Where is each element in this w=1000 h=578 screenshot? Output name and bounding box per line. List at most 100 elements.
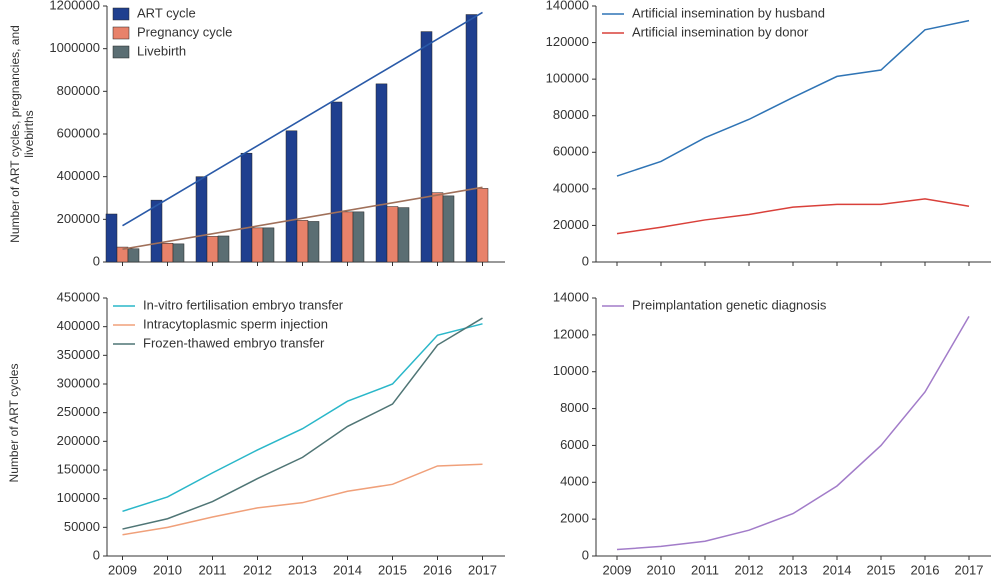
y-tick-label: 450000 [57,289,100,304]
y-tick-label: 60000 [553,144,589,159]
bar [195,176,208,263]
bar [240,152,253,263]
y-tick-label: 100000 [57,490,100,505]
trend-line [122,186,483,250]
trend-line [122,11,483,227]
bar [341,211,354,263]
x-tick-label: 2011 [199,562,227,577]
x-tick-label: 2015 [867,562,896,577]
bar [431,192,444,263]
x-tick-label: 2014 [823,562,852,577]
y-tick-label: 0 [93,253,100,268]
y-tick-label: 140000 [546,0,589,12]
bar [285,130,298,263]
y-tick-label: 80000 [553,107,589,122]
bar [330,101,343,263]
y-tick-label: 300000 [57,375,100,390]
y-tick-label: 150000 [57,461,100,476]
x-tick-label: 2015 [378,562,407,577]
bar [172,243,185,263]
y-tick-label: 14000 [553,289,589,304]
legend-swatch [112,45,130,59]
bar [476,188,489,263]
line [122,463,483,536]
y-tick-label: 100000 [546,71,589,86]
line [616,198,970,235]
line [122,323,483,512]
y-tick-label: 600000 [57,125,100,140]
legend-label: Frozen-thawed embryo transfer [143,335,325,350]
legend-label: Artificial insemination by husband [632,5,825,20]
y-tick-label: 800000 [57,83,100,98]
x-tick-label: 2012 [243,562,272,577]
y-tick-label: 250000 [57,404,100,419]
x-tick-label: 2016 [423,562,452,577]
y-tick-label: 0 [582,547,589,562]
bar [105,213,118,263]
x-tick-label: 2017 [468,562,497,577]
y-axis-label: Number of ART cycles, pregnancies, and l… [8,25,36,243]
y-tick-label: 4000 [560,474,589,489]
bar [127,248,140,263]
y-tick-label: 40000 [553,180,589,195]
y-tick-label: 400000 [57,168,100,183]
legend-swatch [112,26,130,40]
y-tick-label: 8000 [560,400,589,415]
bar [397,207,410,263]
bar [217,235,230,263]
bar [386,206,399,263]
y-tick-label: 0 [93,547,100,562]
legend-label: Intracytoplasmic sperm injection [143,316,328,331]
y-tick-label: 12000 [553,326,589,341]
line [616,316,970,551]
bar [262,227,275,263]
legend-label: In-vitro fertilisation embryo transfer [143,297,344,312]
bar [296,220,309,263]
x-tick-label: 2011 [691,562,719,577]
x-tick-label: 2009 [108,562,137,577]
bar [375,83,388,263]
y-tick-label: 1000000 [49,40,100,55]
x-tick-label: 2017 [955,562,984,577]
bar [161,242,174,263]
y-tick-label: 20000 [553,217,589,232]
legend-label: Artificial insemination by donor [632,24,809,39]
line [616,19,970,177]
legend-label: Pregnancy cycle [137,24,232,39]
y-tick-label: 200000 [57,211,100,226]
x-tick-label: 2014 [333,562,362,577]
bar [442,195,455,263]
x-tick-label: 2013 [288,562,317,577]
legend-swatch [112,7,130,21]
bar [352,211,365,263]
bar [251,227,264,263]
x-tick-label: 2010 [153,562,182,577]
y-tick-label: 6000 [560,437,589,452]
legend-label: Preimplantation genetic diagnosis [632,297,827,312]
y-tick-label: 2000 [560,511,589,526]
y-tick-label: 200000 [57,433,100,448]
x-tick-label: 2012 [735,562,764,577]
x-tick-label: 2010 [647,562,676,577]
line [122,317,483,530]
y-tick-label: 50000 [64,519,100,534]
y-tick-label: 120000 [546,34,589,49]
x-tick-label: 2009 [603,562,632,577]
y-axis-label: Number of ART cycles [7,363,21,483]
bar [150,199,163,263]
legend-label: Livebirth [137,43,186,58]
y-tick-label: 350000 [57,347,100,362]
x-tick-label: 2016 [911,562,940,577]
y-tick-label: 10000 [553,363,589,378]
y-tick-label: 1200000 [49,0,100,12]
legend-label: ART cycle [137,5,196,20]
bar [465,14,478,263]
y-tick-label: 0 [582,253,589,268]
y-tick-label: 400000 [57,318,100,333]
bar [420,31,433,263]
bar [307,221,320,263]
bar [206,236,219,263]
x-tick-label: 2013 [779,562,808,577]
